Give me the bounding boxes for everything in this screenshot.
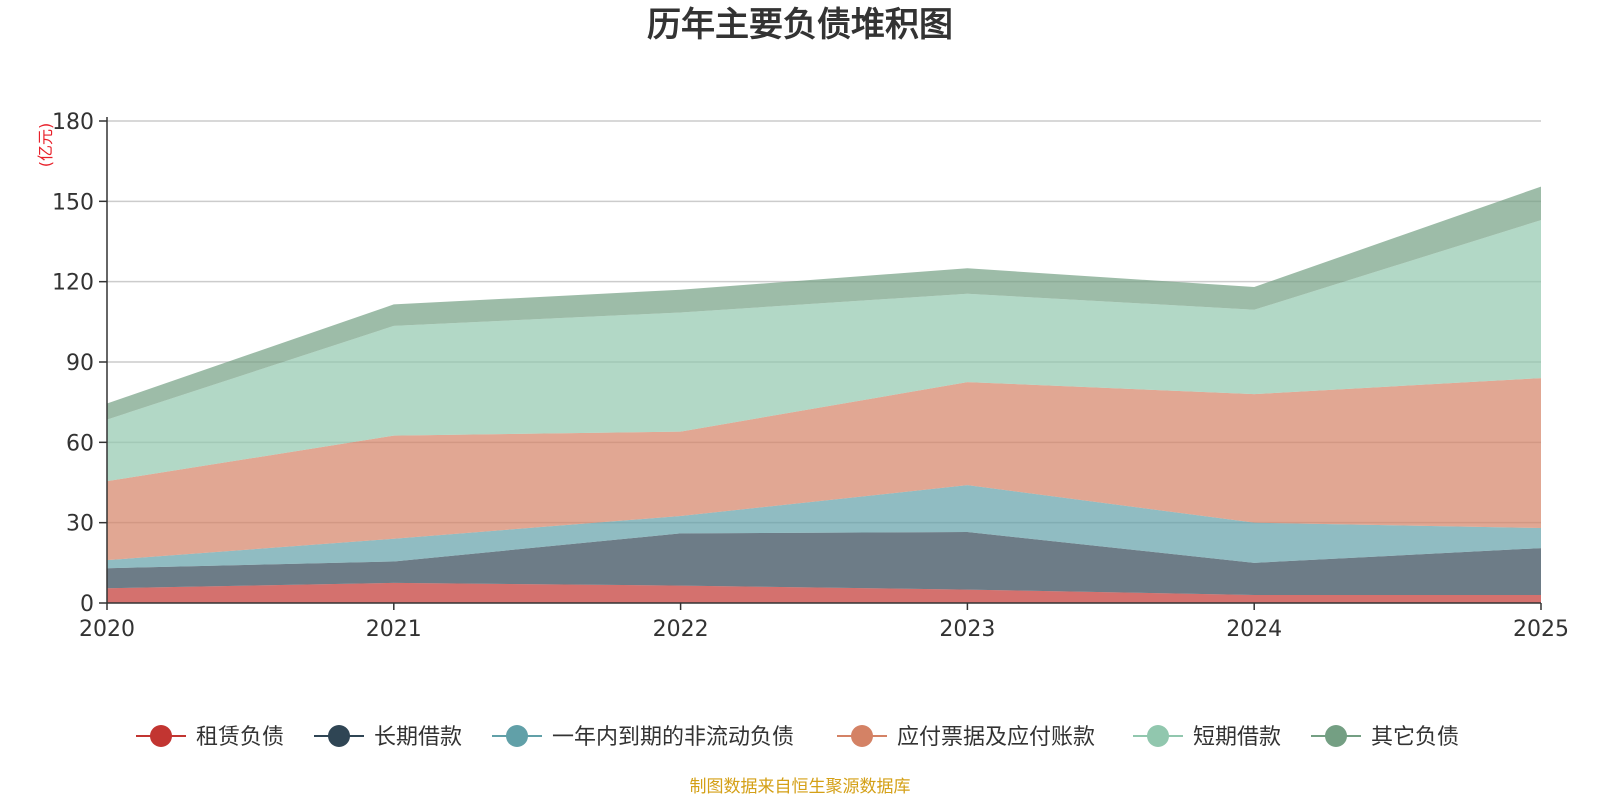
y-tick-label: 90 — [66, 351, 94, 376]
chart-title: 历年主要负债堆积图 — [647, 5, 953, 45]
legend: 租赁负债 长期借款 一年内到期的非流动负债 应付票据及应付账款 短期借款 其它负债 — [136, 725, 1459, 750]
legend-marker — [851, 725, 873, 747]
x-tick-label: 2025 — [1513, 617, 1569, 642]
legend-item-5[interactable]: 其它负债 — [1311, 725, 1459, 750]
x-tick-label: 2022 — [653, 617, 709, 642]
legend-item-0[interactable]: 租赁负债 — [136, 725, 284, 750]
x-tick-label: 2024 — [1226, 617, 1282, 642]
legend-marker — [150, 725, 172, 747]
y-tick-label: 30 — [66, 512, 94, 537]
legend-label: 应付票据及应付账款 — [897, 725, 1095, 750]
area-series-2[interactable] — [107, 485, 1541, 569]
x-tick-label: 2020 — [79, 617, 135, 642]
y-tick-label: 150 — [52, 190, 94, 215]
y-tick-label: 180 — [52, 110, 94, 135]
area-series-1[interactable] — [107, 532, 1541, 595]
legend-label: 长期借款 — [374, 725, 462, 750]
source-note: 制图数据来自恒生聚源数据库 — [690, 777, 911, 797]
x-tick-label: 2023 — [939, 617, 995, 642]
legend-label: 短期借款 — [1193, 725, 1281, 750]
area-series-3[interactable] — [107, 378, 1541, 561]
legend-marker — [328, 725, 350, 747]
y-tick-label: 0 — [80, 592, 94, 617]
legend-label: 租赁负债 — [196, 725, 284, 750]
area-series-4[interactable] — [107, 220, 1541, 482]
area-series-5[interactable] — [107, 186, 1541, 420]
y-tick-label: 60 — [66, 431, 94, 456]
legend-item-1[interactable]: 长期借款 — [314, 725, 462, 750]
legend-marker — [1325, 725, 1347, 747]
legend-item-3[interactable]: 应付票据及应付账款 — [837, 725, 1095, 750]
y-axis-unit: (亿元) — [36, 123, 55, 168]
y-tick-label: 120 — [52, 271, 94, 296]
axes: 0 30 60 90 120 150 180 2020 2021 2022 2023 2024 2025 — [52, 110, 1569, 642]
legend-label: 一年内到期的非流动负债 — [552, 725, 794, 750]
x-tick-label: 2021 — [366, 617, 422, 642]
legend-item-2[interactable]: 一年内到期的非流动负债 — [492, 725, 794, 750]
legend-marker — [506, 725, 528, 747]
area-series-0[interactable] — [107, 582, 1541, 603]
legend-item-4[interactable]: 短期借款 — [1133, 725, 1281, 750]
area-series — [107, 186, 1541, 603]
legend-label: 其它负债 — [1371, 725, 1459, 750]
legend-marker — [1147, 725, 1169, 747]
